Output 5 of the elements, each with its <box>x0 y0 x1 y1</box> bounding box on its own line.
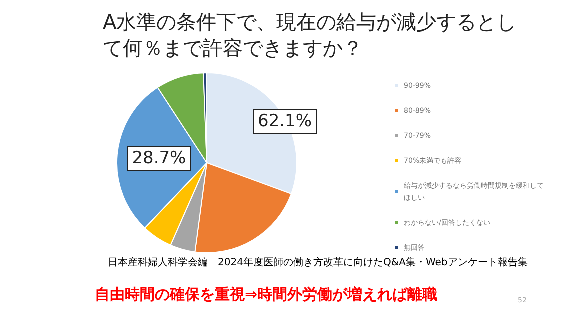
text: 62.1% <box>258 112 312 132</box>
text: 自由時間の確保を重視⇒時間外労働が増えれば離職 <box>95 286 438 304</box>
data-label: 28.7% <box>132 148 186 169</box>
chart-title: A水準の条件下で、現在の給与が減少するとして何％まで許容できますか？ <box>103 10 517 60</box>
text: 日本産科婦人科学会編 2024年度医師の働き方改革に向けたQ&A集・Webアンケート報告集 <box>108 256 528 268</box>
